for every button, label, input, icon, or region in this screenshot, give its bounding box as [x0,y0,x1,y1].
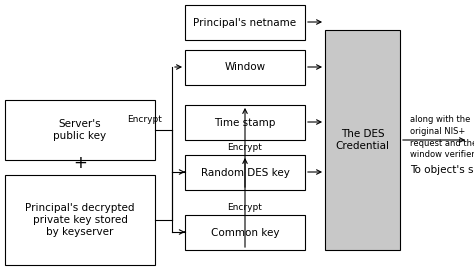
Bar [5,100,155,160]
Text: +: + [73,154,87,172]
Text: Encrypt: Encrypt [228,143,263,153]
Text: along with the
original NIS+
request and the
window verifier: along with the original NIS+ request and… [410,115,474,159]
Text: To object's server: To object's server [410,165,474,175]
Bar [185,155,305,190]
Text: Encrypt: Encrypt [228,204,263,212]
Text: Principal's decrypted
private key stored
by keyserver: Principal's decrypted private key stored… [25,203,135,237]
Bar [5,175,155,265]
Bar [185,105,305,140]
Text: Principal's netname: Principal's netname [193,17,297,27]
Text: Encrypt: Encrypt [128,116,163,124]
Text: Common key: Common key [211,227,279,237]
Bar [185,5,305,40]
Text: Server's
public key: Server's public key [54,119,107,141]
Bar [185,215,305,250]
Bar [185,50,305,85]
Bar [325,30,400,250]
Text: Time stamp: Time stamp [214,117,276,127]
Text: Random DES key: Random DES key [201,168,290,178]
Text: Window: Window [224,63,265,73]
Text: The DES
Credential: The DES Credential [336,129,390,151]
